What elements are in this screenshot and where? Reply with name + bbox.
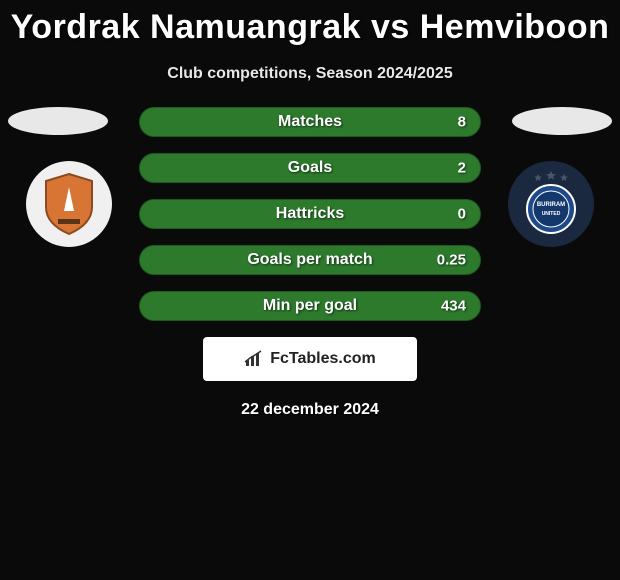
shield-icon: [34, 169, 104, 239]
subtitle: Club competitions, Season 2024/2025: [0, 65, 620, 83]
branding-label: FcTables.com: [244, 350, 376, 368]
stat-label: Hattricks: [276, 205, 344, 223]
stat-value: 8: [458, 114, 466, 131]
stat-value: 2: [458, 160, 466, 177]
club-badge-icon: BURIRAM UNITED: [516, 169, 586, 239]
stat-bar: Hattricks 0: [139, 199, 481, 229]
stat-bar: Matches 8: [139, 107, 481, 137]
stat-value: 0: [458, 206, 466, 223]
stat-value: 434: [441, 298, 466, 315]
page-title: Yordrak Namuangrak vs Hemviboon: [0, 0, 620, 47]
team-logo-right: BURIRAM UNITED: [508, 161, 594, 247]
stat-bar: Min per goal 434: [139, 291, 481, 321]
stat-bar: Goals 2: [139, 153, 481, 183]
player-oval-left: [8, 107, 108, 135]
stat-bar: Goals per match 0.25: [139, 245, 481, 275]
date-label: 22 december 2024: [0, 401, 620, 419]
comparison-container: BURIRAM UNITED Matches 8 Goals 2 Hattricks 0 G…: [0, 107, 620, 419]
stat-label: Matches: [278, 113, 342, 131]
stat-bars: Matches 8 Goals 2 Hattricks 0 Goals per match 0…: [139, 107, 481, 321]
chart-icon: [244, 350, 266, 368]
player-oval-right: [512, 107, 612, 135]
svg-text:BURIRAM: BURIRAM: [537, 202, 565, 208]
svg-text:UNITED: UNITED: [542, 211, 561, 217]
stat-label: Min per goal: [263, 297, 357, 315]
stat-value: 0.25: [437, 252, 466, 269]
team-logo-left: [26, 161, 112, 247]
stat-label: Goals per match: [247, 251, 372, 269]
stat-label: Goals: [288, 159, 332, 177]
branding-box: FcTables.com: [203, 337, 417, 381]
branding-text: FcTables.com: [270, 350, 376, 368]
